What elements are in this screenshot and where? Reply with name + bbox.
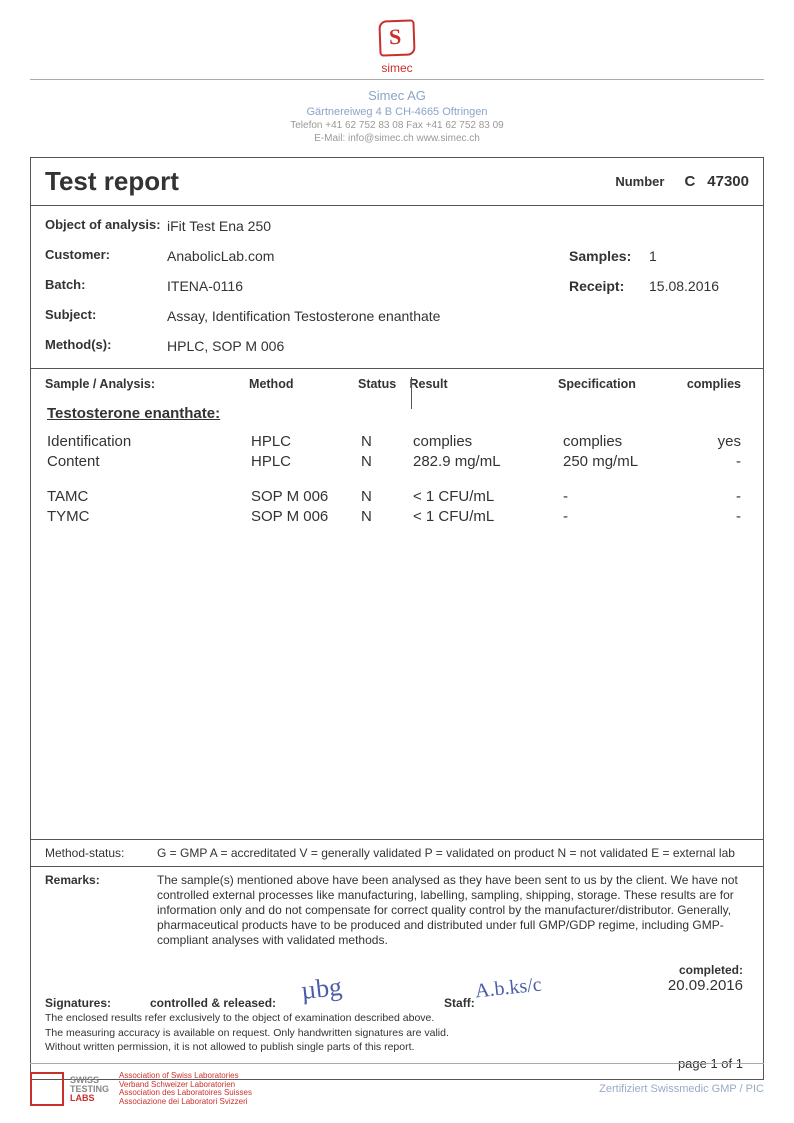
company-header: Simec AG Gärtnereiweg 4 B CH-4665 Oftrin… xyxy=(30,88,764,145)
analysis-row: Content HPLC N 282.9 mg/mL 250 mg/mL - xyxy=(45,452,749,472)
company-tel: Telefon +41 62 752 83 08 Fax +41 62 752 … xyxy=(30,119,764,132)
cell-method: SOP M 006 xyxy=(251,487,361,507)
cell-sample: Content xyxy=(45,452,251,472)
signature-1: µbg xyxy=(300,972,344,1006)
cell-sample: TYMC xyxy=(45,507,251,527)
assoc-line-4: Associazione dei Laboratori Svizzeri xyxy=(119,1098,252,1107)
batch-label: Batch: xyxy=(45,278,167,294)
report-box: Test report Number C 47300 Object of ana… xyxy=(30,157,764,1080)
subject-value: Assay, Identification Testosterone enant… xyxy=(167,308,749,324)
cell-method: HPLC xyxy=(251,452,361,472)
cell-result: < 1 CFU/mL xyxy=(413,507,563,527)
cell-method: SOP M 006 xyxy=(251,507,361,527)
customer-label: Customer: xyxy=(45,248,167,264)
object-value: iFit Test Ena 250 xyxy=(167,218,749,234)
completed-date: 20.09.2016 xyxy=(668,977,743,994)
number-prefix: C xyxy=(684,173,695,190)
col-result: Result xyxy=(409,377,558,391)
swiss-line-3: LABS xyxy=(70,1094,109,1103)
cell-complies: yes xyxy=(693,432,749,452)
analysis-row: Identification HPLC N complies complies … xyxy=(45,432,749,452)
simec-logo-icon: S xyxy=(378,19,415,56)
staff-label: Staff: xyxy=(444,996,475,1010)
header-vertical-divider xyxy=(411,377,412,409)
methods-value: HPLC, SOP M 006 xyxy=(167,338,749,354)
subject-label: Subject: xyxy=(45,308,167,324)
cell-result: < 1 CFU/mL xyxy=(413,487,563,507)
association-text: Association of Swiss Laboratories Verban… xyxy=(119,1072,252,1107)
analysis-section-title: Testosterone enanthate: xyxy=(47,405,749,422)
remarks-row: Remarks: The sample(s) mentioned above h… xyxy=(31,866,763,952)
cell-sample: TAMC xyxy=(45,487,251,507)
batch-value: ITENA-0116 xyxy=(167,278,569,294)
swiss-cross-icon xyxy=(30,1072,64,1106)
number-label: Number xyxy=(615,174,664,189)
analysis-row: TYMC SOP M 006 N < 1 CFU/mL - - xyxy=(45,507,749,527)
meta-block: Object of analysis: iFit Test Ena 250 Cu… xyxy=(31,206,763,369)
cell-spec: complies xyxy=(563,432,693,452)
cell-method: HPLC xyxy=(251,432,361,452)
number-value: 47300 xyxy=(707,173,749,190)
fineprint-2: The measuring accuracy is available on r… xyxy=(45,1027,749,1040)
signature-block: Signatures: controlled & released: µbg S… xyxy=(31,952,763,1079)
cell-sample: Identification xyxy=(45,432,251,452)
analysis-header-row: Sample / Analysis: Method Status Result … xyxy=(45,377,749,391)
col-spec: Specification xyxy=(558,377,687,391)
page-footer: SWISS TESTING LABS Association of Swiss … xyxy=(30,1063,764,1107)
samples-label: Samples: xyxy=(569,248,649,264)
cell-spec: 250 mg/mL xyxy=(563,452,693,472)
logo-letter: S xyxy=(389,24,402,50)
remarks-label: Remarks: xyxy=(45,873,157,948)
receipt-label: Receipt: xyxy=(569,278,649,294)
samples-value: 1 xyxy=(649,248,749,264)
cell-status: N xyxy=(361,452,413,472)
cell-complies: - xyxy=(693,487,749,507)
company-name: Simec AG xyxy=(30,88,764,105)
fineprint-3: Without written permission, it is not al… xyxy=(45,1041,749,1054)
cell-result: 282.9 mg/mL xyxy=(413,452,563,472)
cell-status: N xyxy=(361,432,413,452)
certification-text: Zertifiziert Swissmedic GMP / PIC xyxy=(599,1083,764,1095)
method-status-label: Method-status: xyxy=(45,846,157,860)
cell-spec: - xyxy=(563,507,693,527)
swiss-labs-text: SWISS TESTING LABS xyxy=(70,1076,109,1103)
logo-name: simec xyxy=(30,61,764,75)
col-complies: complies xyxy=(687,377,749,391)
fineprint-1: The enclosed results refer exclusively t… xyxy=(45,1012,749,1025)
header-divider xyxy=(30,79,764,80)
receipt-value: 15.08.2016 xyxy=(649,278,749,294)
cell-complies: - xyxy=(693,507,749,527)
signatures-label: Signatures: xyxy=(45,996,150,1010)
cell-status: N xyxy=(361,507,413,527)
signature-2: A.b.ks/c xyxy=(474,974,543,1004)
analysis-row: TAMC SOP M 006 N < 1 CFU/mL - - xyxy=(45,487,749,507)
methods-label: Method(s): xyxy=(45,338,167,354)
method-status-text: G = GMP A = accreditated V = generally v… xyxy=(157,846,749,860)
col-method: Method xyxy=(249,377,358,391)
report-title: Test report xyxy=(45,166,615,197)
company-address: Gärtnereiweg 4 B CH-4665 Oftringen xyxy=(30,105,764,119)
cell-complies: - xyxy=(693,452,749,472)
completed-label: completed: xyxy=(668,963,743,977)
analysis-block: Sample / Analysis: Method Status Result … xyxy=(31,369,763,839)
method-status-row: Method-status: G = GMP A = accreditated … xyxy=(31,839,763,866)
cell-result: complies xyxy=(413,432,563,452)
customer-value: AnabolicLab.com xyxy=(167,248,569,264)
title-row: Test report Number C 47300 xyxy=(31,158,763,206)
company-mail: E-Mail: info@simec.ch www.simec.ch xyxy=(30,132,764,145)
object-label: Object of analysis: xyxy=(45,218,167,234)
controlled-released-label: controlled & released: xyxy=(150,996,276,1010)
col-sample: Sample / Analysis: xyxy=(45,377,249,391)
col-status: Status xyxy=(358,377,410,391)
cell-spec: - xyxy=(563,487,693,507)
analysis-row xyxy=(45,473,749,487)
cell-status: N xyxy=(361,487,413,507)
logo-block: S simec xyxy=(30,20,764,75)
remarks-text: The sample(s) mentioned above have been … xyxy=(157,873,749,948)
